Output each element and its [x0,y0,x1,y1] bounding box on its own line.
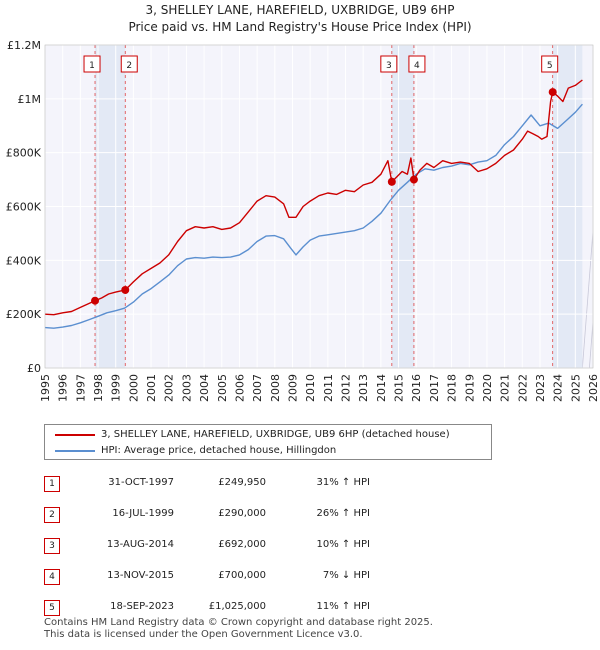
x-tick-label: 2005 [216,374,229,402]
plot-frame [44,44,594,369]
sale-date: 18-SEP-2023 [110,601,174,612]
chart-subtitle: Price paid vs. HM Land Registry's House … [128,20,471,34]
sale-hpi-diff: 31% ↑ HPI [316,477,370,488]
x-tick-label: 2002 [163,374,176,402]
sale-row: 2 16-JUL-1999 £290,000 26% ↑ HPI [44,499,584,530]
x-tick-label: 1995 [39,374,52,402]
sale-date: 13-AUG-2014 [106,539,174,550]
legend-swatch-property [55,434,95,436]
price-chart: 3, SHELLEY LANE, HAREFIELD, UXBRIDGE, UB… [6,3,600,402]
x-tick-label: 1997 [74,374,87,402]
x-tick-label: 2016 [410,374,423,402]
x-tick-label: 2007 [251,374,264,402]
x-tick-label: 2001 [145,374,158,402]
sale-date: 16-JUL-1999 [112,508,174,519]
sale-price: £700,000 [218,570,266,581]
sale-marker-label: 4 [414,61,420,71]
sale-marker-box [380,55,398,73]
sale-marker-number: 1 [44,476,60,492]
x-tick-label: 2014 [375,374,388,402]
x-tick-label: 2023 [534,374,547,402]
footer-copyright: Contains HM Land Registry data © Crown c… [44,617,433,628]
sale-row: 4 13-NOV-2015 £700,000 7% ↓ HPI [44,561,584,592]
sale-hpi-diff: 10% ↑ HPI [316,539,370,550]
y-tick-label: £0 [27,362,41,375]
y-tick-label: £200K [6,308,42,321]
x-tick-label: 2019 [463,374,476,402]
chart-title: 3, SHELLEY LANE, HAREFIELD, UXBRIDGE, UB… [146,3,455,17]
x-tick-label: 2026 [587,374,600,402]
sales-table: 1 31-OCT-1997 £249,950 31% ↑ HPI 2 16-JU… [44,468,584,623]
x-tick-label: 2012 [340,374,353,402]
sale-point [409,175,418,184]
x-tick-label: 2004 [198,374,211,402]
x-tick-label: 2017 [428,374,441,402]
x-tick-label: 2018 [446,374,459,402]
footer: Contains HM Land Registry data © Crown c… [44,617,433,641]
sale-point [387,177,396,186]
y-tick-label: £1M [18,93,42,106]
x-tick-label: 2003 [180,374,193,402]
sale-row: 5 18-SEP-2023 £1,025,000 11% ↑ HPI [44,592,584,623]
sale-point [91,296,100,305]
sale-marker-box [408,55,426,73]
x-tick-label: 2020 [481,374,494,402]
sale-point [548,88,557,97]
sale-marker-box [120,55,138,73]
sale-date: 31-OCT-1997 [108,477,174,488]
y-tick-label: £400K [6,254,42,267]
sale-hpi-diff: 7% ↓ HPI [322,570,370,581]
sale-price: £249,950 [218,477,266,488]
footer-licence: This data is licensed under the Open Gov… [44,629,363,640]
sale-marker-label: 2 [126,61,132,71]
x-tick-label: 2024 [552,374,565,402]
sale-marker-box [541,55,559,73]
projection-hatch [596,45,600,368]
hpi-series-line [44,103,583,329]
x-tick-label: 2025 [569,374,582,402]
sale-point [121,285,130,294]
sale-marker-number: 2 [44,507,60,523]
y-tick-label: £1.2M [7,39,41,52]
x-tick-label: 2021 [499,374,512,402]
sale-price: £290,000 [218,508,266,519]
legend: 3, SHELLEY LANE, HAREFIELD, UXBRIDGE, UB… [44,424,492,460]
sale-marker-label: 3 [386,61,392,71]
x-tick-label: 1998 [92,374,105,402]
sale-date: 13-NOV-2015 [107,570,174,581]
sale-marker-label: 5 [547,61,553,71]
legend-swatch-hpi [55,450,95,452]
sale-hpi-diff: 11% ↑ HPI [316,601,370,612]
sale-marker-number: 3 [44,538,60,554]
x-tick-label: 2000 [127,374,140,402]
sale-price: £1,025,000 [208,601,266,612]
x-tick-label: 2010 [304,374,317,402]
sale-marker-number: 4 [44,569,60,585]
x-tick-label: 2015 [393,374,406,402]
sale-price: £692,000 [218,539,266,550]
sale-marker-box [83,55,101,73]
x-tick-label: 1999 [110,374,123,402]
x-tick-label: 2006 [233,374,246,402]
property-series-line [44,79,583,316]
sale-hpi-diff: 26% ↑ HPI [316,508,370,519]
x-tick-label: 2013 [357,374,370,402]
legend-label-property: 3, SHELLEY LANE, HAREFIELD, UXBRIDGE, UB… [101,429,450,440]
x-tick-label: 2008 [269,374,282,402]
x-tick-label: 2022 [516,374,529,402]
legend-label-hpi: HPI: Average price, detached house, Hill… [101,445,337,456]
x-tick-label: 1996 [57,374,70,402]
x-tick-label: 2009 [286,374,299,402]
sale-marker-label: 1 [89,61,95,71]
x-tick-label: 2011 [322,374,335,402]
y-tick-label: £600K [6,201,42,214]
y-tick-label: £800K [6,147,42,160]
sale-row: 3 13-AUG-2014 £692,000 10% ↑ HPI [44,530,584,561]
sale-row: 1 31-OCT-1997 £249,950 31% ↑ HPI [44,468,584,499]
sale-marker-number: 5 [44,600,60,616]
